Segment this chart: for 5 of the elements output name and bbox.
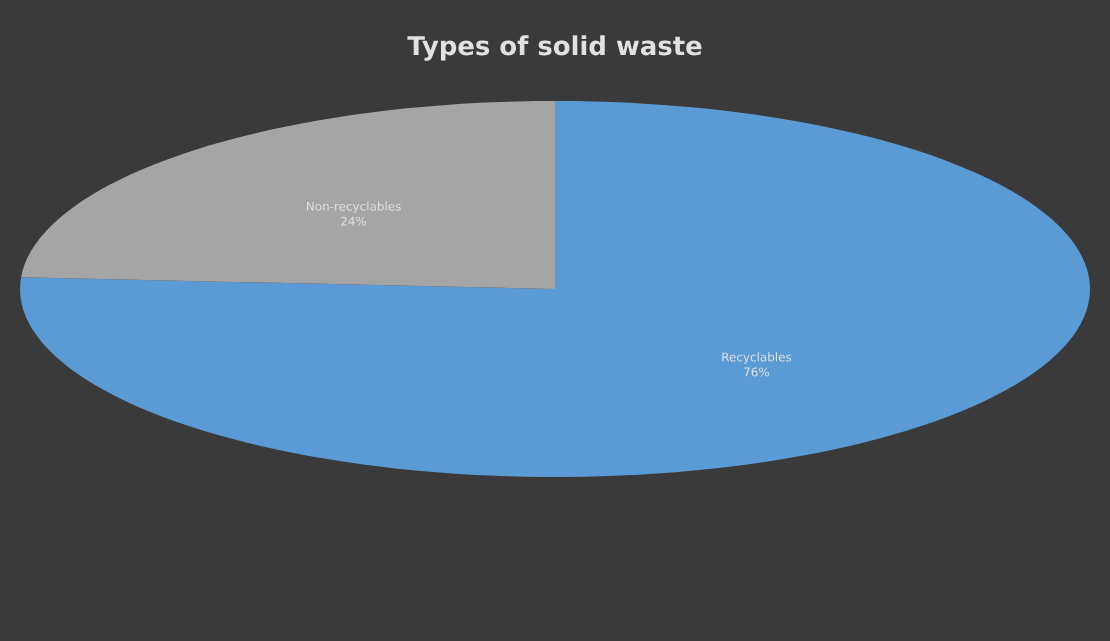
data-label: 76% xyxy=(744,367,770,377)
slice-label: Non-recyclables xyxy=(306,201,401,214)
data-label: 24% xyxy=(341,216,367,226)
chart-title: Types of solid waste xyxy=(407,35,702,61)
slice-label: Recyclables xyxy=(722,352,792,364)
